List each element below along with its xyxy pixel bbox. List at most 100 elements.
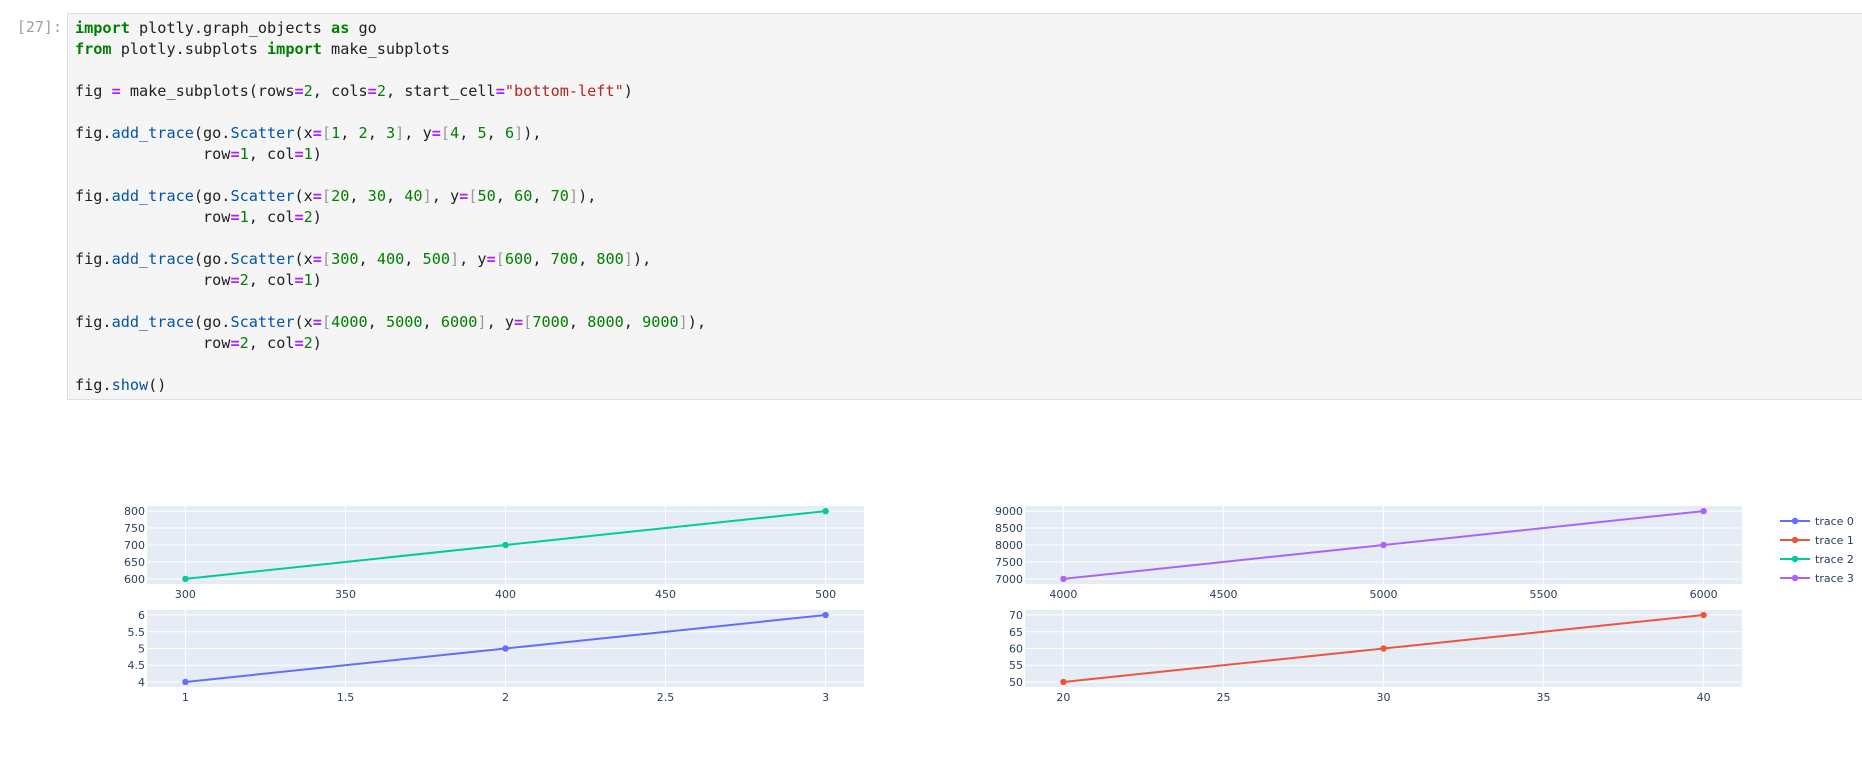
- code-token: =: [230, 145, 240, 163]
- code-token: =: [294, 271, 304, 289]
- code-token: ,: [358, 250, 377, 268]
- y-tick-label: 7000: [995, 573, 1023, 586]
- legend-item[interactable]: trace 3: [1780, 572, 1854, 585]
- code-token: ): [312, 334, 322, 352]
- legend-item[interactable]: trace 2: [1780, 553, 1854, 566]
- data-point[interactable]: [1380, 645, 1387, 652]
- x-tick-label: 4500: [1209, 588, 1237, 601]
- code-token: [: [468, 187, 478, 205]
- data-point[interactable]: [502, 541, 509, 549]
- code-token: ): [312, 208, 322, 226]
- code-line: fig = make_subplots(rows=2, cols=2, star…: [75, 82, 633, 100]
- code-token: ]: [514, 124, 524, 142]
- code-token: Scatter: [230, 250, 295, 268]
- code-token: ),: [578, 187, 597, 205]
- data-point[interactable]: [1380, 541, 1387, 549]
- data-point[interactable]: [1060, 575, 1067, 583]
- code-line: row=1, col=2): [75, 208, 322, 226]
- code-token: fig.: [75, 313, 112, 331]
- code-token: 1: [331, 124, 341, 142]
- code-token: ]: [395, 124, 405, 142]
- code-token: 20: [331, 187, 350, 205]
- code-token: =: [312, 313, 322, 331]
- y-tick-label: 700: [124, 539, 145, 552]
- code-token: ),: [523, 124, 542, 142]
- code-token: (x: [294, 187, 313, 205]
- code-token: as: [331, 19, 350, 37]
- subplot-top-left[interactable]: 300 350 400 450 500 600 650 700 750 800: [124, 505, 864, 601]
- y-tick-label: 7500: [995, 556, 1023, 569]
- code-token: fig.: [75, 376, 112, 394]
- y-tick-label: 55: [1009, 659, 1023, 672]
- code-token: fig: [75, 82, 112, 100]
- code-token: 4: [450, 124, 460, 142]
- code-token: (): [148, 376, 167, 394]
- code-token: 2: [358, 124, 368, 142]
- legend-item[interactable]: trace 0: [1780, 515, 1854, 528]
- data-point[interactable]: [182, 575, 189, 583]
- code-line: import plotly.graph_objects as go: [75, 19, 377, 37]
- data-point[interactable]: [1700, 611, 1707, 619]
- data-point[interactable]: [502, 645, 509, 652]
- y-tick-label: 8500: [995, 522, 1023, 535]
- legend-label: trace 1: [1815, 534, 1854, 547]
- code-token: 1: [239, 145, 249, 163]
- x-tick-label: 300: [175, 588, 196, 601]
- code-token: 800: [596, 250, 624, 268]
- legend[interactable]: trace 0 trace 1 trace 2 trace 3: [1780, 515, 1854, 585]
- code-token: ,: [404, 250, 423, 268]
- y-tick-label: 9000: [995, 505, 1023, 518]
- x-tick-label: 450: [655, 588, 676, 601]
- code-token: (go.: [193, 250, 231, 268]
- data-point[interactable]: [182, 678, 189, 686]
- code-token: Scatter: [230, 313, 295, 331]
- code-token: (go.: [193, 313, 231, 331]
- code-token: ,: [340, 124, 359, 142]
- code-token: add_trace: [111, 250, 194, 268]
- code-token: ]: [477, 313, 487, 331]
- code-token: 40: [404, 187, 423, 205]
- subplot-top-right[interactable]: 4000 4500 5000 5500 6000 7000 7500 8000 8500 9000: [995, 505, 1742, 601]
- code-token: ): [312, 145, 322, 163]
- code-line: from plotly.subplots import make_subplot…: [75, 40, 450, 58]
- y-tick-label: 4.5: [128, 659, 146, 672]
- code-token: 6000: [440, 313, 478, 331]
- code-token: =: [367, 82, 377, 100]
- code-token: ,: [459, 124, 478, 142]
- legend-label: trace 2: [1815, 553, 1854, 566]
- code-token: , y: [459, 250, 487, 268]
- data-point[interactable]: [1060, 678, 1067, 686]
- legend-label: trace 3: [1815, 572, 1854, 585]
- subplot-bottom-left[interactable]: 1 1.5 2 2.5 3 4 4.5 5 5.5 6: [128, 609, 865, 704]
- y-tick-label: 650: [124, 556, 145, 569]
- code-token: [: [440, 124, 451, 142]
- code-token: row: [75, 145, 231, 163]
- code-token: , col: [248, 334, 295, 352]
- data-point[interactable]: [822, 507, 829, 515]
- data-point[interactable]: [1700, 507, 1707, 515]
- code-token: =: [431, 124, 441, 142]
- code-token: ,: [349, 187, 368, 205]
- code-token: , y: [486, 313, 514, 331]
- code-token: row: [75, 208, 231, 226]
- code-editor[interactable]: import plotly.graph_objects as go from p…: [75, 18, 706, 396]
- code-line: fig.add_trace(go.Scatter(x=[4000, 5000, …: [75, 313, 706, 331]
- code-token: ,: [367, 313, 386, 331]
- code-line: row=2, col=1): [75, 271, 322, 289]
- code-token: import: [267, 40, 322, 58]
- code-token: "bottom-left": [504, 82, 624, 100]
- code-input-area[interactable]: import plotly.graph_objects as go from p…: [67, 13, 1862, 400]
- x-tick-label: 1.5: [337, 691, 355, 704]
- data-point[interactable]: [822, 611, 829, 619]
- code-token: =: [514, 313, 524, 331]
- code-token: show: [111, 376, 149, 394]
- code-token: add_trace: [111, 313, 194, 331]
- legend-item[interactable]: trace 1: [1780, 534, 1854, 547]
- code-token: 7000: [532, 313, 569, 331]
- subplot-bottom-right[interactable]: 20 25 30 35 40 50 55 60 65 70: [1009, 609, 1742, 704]
- code-token: =: [459, 187, 469, 205]
- code-line: row=2, col=2): [75, 334, 322, 352]
- code-token: =: [495, 82, 505, 100]
- legend-label: trace 0: [1815, 515, 1854, 528]
